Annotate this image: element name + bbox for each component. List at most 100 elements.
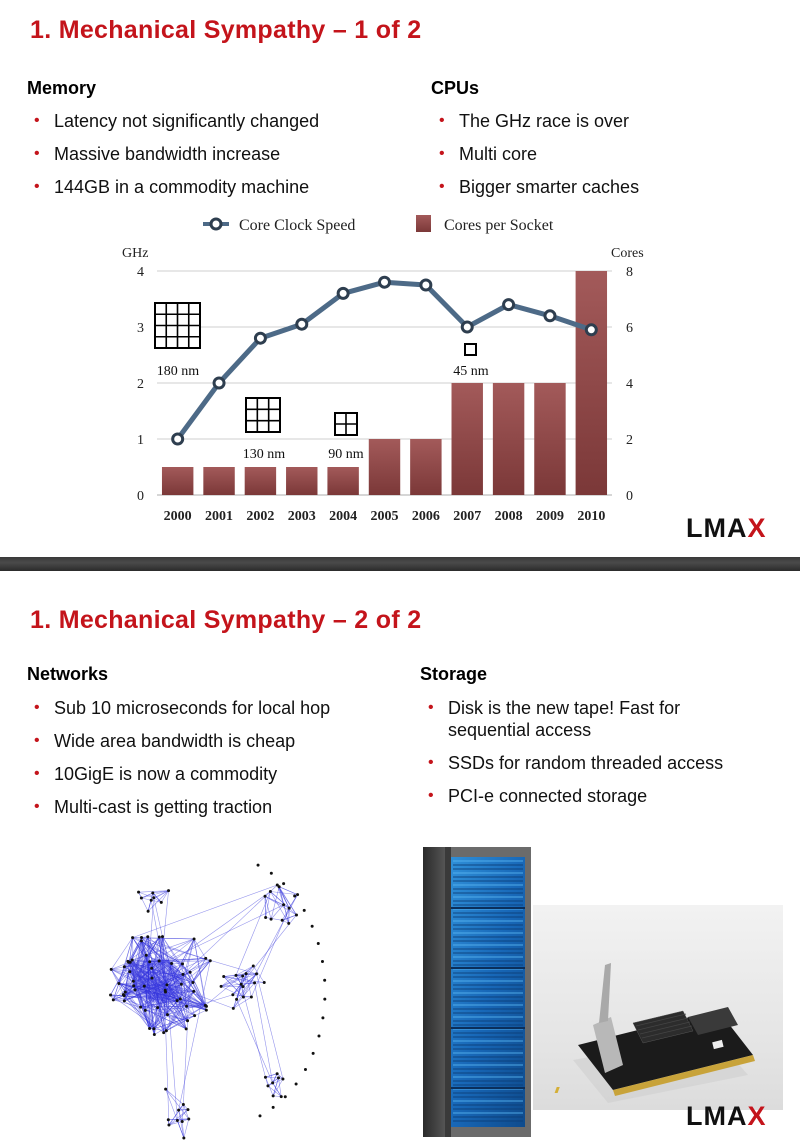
process-node-2007: 45 nm — [453, 343, 489, 379]
y-tick-label: 1 — [137, 433, 144, 448]
logo-text: LMA — [686, 1101, 748, 1131]
point-2000 — [171, 432, 185, 446]
bar-2003 — [286, 467, 318, 495]
x-tick-label: 2006 — [412, 509, 440, 524]
bar-2008 — [492, 383, 525, 495]
point-2002 — [253, 331, 267, 345]
slide-title: 1. Mechanical Sympathy – 1 of 2 — [30, 16, 422, 44]
list-item: Latency not significantly changed — [26, 110, 396, 132]
memory-bullet-list: Latency not significantly changed Massiv… — [26, 110, 396, 209]
list-item: PCI-e connected storage — [420, 785, 740, 807]
list-item: Sub 10 microseconds for local hop — [26, 697, 406, 719]
storage-bullet-list: Disk is the new tape! Fast for sequentia… — [420, 697, 740, 818]
storage-heading: Storage — [420, 664, 488, 684]
point-2010 — [584, 323, 598, 337]
y-tick-label: 0 — [137, 489, 144, 504]
list-item: Disk is the new tape! Fast for sequentia… — [420, 697, 740, 741]
process-node-label: 130 nm — [243, 447, 286, 462]
node-grid — [464, 343, 477, 356]
x-tick-label: 2000 — [164, 509, 192, 524]
list-item: 10GigE is now a commodity — [26, 763, 406, 785]
bar-2007 — [451, 383, 483, 495]
lmax-logo: LMAX — [686, 1101, 767, 1132]
point-2007 — [460, 320, 474, 334]
y-tick-label: 2 — [137, 377, 144, 392]
bar-2000 — [161, 467, 194, 495]
y2-tick-label: 4 — [626, 377, 633, 392]
bar-2006 — [410, 439, 442, 495]
list-item: Wide area bandwidth is cheap — [26, 730, 406, 752]
process-node-2000: 180 nm — [154, 302, 201, 379]
slide-divider — [0, 557, 800, 571]
x-tick-label: 2009 — [536, 509, 564, 524]
slide-2: 1. Mechanical Sympathy – 2 of 2 Networks… — [0, 571, 800, 1143]
process-node-annotations: 180 nm 130 nm 90 nm 45 nm — [154, 302, 489, 462]
x-tick-label: 2005 — [371, 509, 399, 524]
cpu-trend-chart: Core Clock Speed Cores per Socket 180 nm… — [122, 215, 644, 524]
logo-x: X — [747, 513, 767, 543]
point-2001 — [212, 376, 226, 390]
networks-bullet-list: Sub 10 microseconds for local hop Wide a… — [26, 697, 406, 829]
chart-axes: GHz Cores 0 1 2 3 4 0 2 4 6 8 2000 2001 2002 2003 2004… — [122, 246, 644, 524]
process-node-label: 180 nm — [157, 364, 200, 379]
x-tick-label: 2004 — [329, 509, 357, 524]
point-2009 — [543, 309, 557, 323]
x-tick-label: 2007 — [453, 509, 481, 524]
x-tick-label: 2003 — [288, 509, 316, 524]
bar-2009 — [534, 383, 566, 495]
memory-heading: Memory — [27, 78, 97, 98]
line-series — [171, 275, 598, 446]
list-item: Bigger smarter caches — [431, 176, 771, 198]
point-2004 — [336, 286, 350, 300]
list-item: The GHz race is over — [431, 110, 771, 132]
slide-title: 1. Mechanical Sympathy – 2 of 2 — [30, 606, 422, 634]
legend-bar-swatch — [416, 215, 431, 232]
point-2003 — [295, 317, 309, 331]
y2-axis-label: Cores — [611, 246, 644, 261]
process-node-2002: 130 nm — [243, 397, 286, 462]
bar-2004 — [327, 467, 359, 495]
legend-dot-swatch — [209, 217, 223, 231]
list-item: Multi-cast is getting traction — [26, 796, 406, 818]
bar-2002 — [244, 467, 277, 495]
x-tick-label: 2002 — [246, 509, 274, 524]
point-2006 — [419, 278, 433, 292]
list-item: Multi core — [431, 143, 771, 165]
y2-tick-label: 0 — [626, 489, 633, 504]
node-grid — [245, 397, 281, 433]
x-tick-label: 2010 — [577, 509, 605, 524]
y2-tick-label: 6 — [626, 321, 633, 336]
lmax-logo: LMAX — [686, 513, 767, 544]
list-item: 144GB in a commodity machine — [26, 176, 396, 198]
bar-2005 — [368, 439, 401, 495]
process-node-2004: 90 nm — [328, 412, 364, 462]
point-2008 — [502, 298, 516, 312]
list-item: Massive bandwidth increase — [26, 143, 396, 165]
x-tick-label: 2008 — [495, 509, 523, 524]
y2-tick-label: 8 — [626, 265, 633, 280]
y-axis-label: GHz — [122, 246, 148, 261]
bar-series — [161, 271, 608, 495]
process-node-label: 90 nm — [328, 447, 364, 462]
legend-cores-label: Cores per Socket — [444, 217, 554, 234]
x-tick-label: 2001 — [205, 509, 233, 524]
server-rack-image — [423, 847, 531, 1137]
logo-x: X — [747, 1101, 767, 1131]
cpus-bullet-list: The GHz race is over Multi core Bigger s… — [431, 110, 771, 209]
clock-speed-line — [175, 279, 593, 441]
y-tick-label: 3 — [137, 321, 144, 336]
chart-legend: Core Clock Speed Cores per Socket — [203, 215, 554, 234]
bar-2010 — [575, 271, 608, 495]
network-graph-image — [109, 863, 327, 1140]
process-node-label: 45 nm — [453, 364, 489, 379]
legend-clock-speed-label: Core Clock Speed — [239, 217, 355, 234]
y-tick-label: 4 — [137, 265, 144, 280]
logo-text: LMA — [686, 513, 748, 543]
slide-1: 1. Mechanical Sympathy – 1 of 2 Memory L… — [0, 0, 800, 557]
point-2005 — [378, 275, 391, 289]
networks-heading: Networks — [27, 664, 109, 684]
bar-2001 — [203, 467, 235, 495]
pcie-ssd-card-image — [533, 905, 783, 1110]
y2-tick-label: 2 — [626, 433, 633, 448]
list-item: SSDs for random threaded access — [420, 752, 740, 774]
